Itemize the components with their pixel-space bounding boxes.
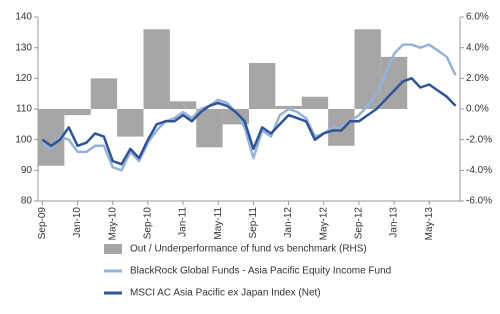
line (41, 43, 457, 172)
bar (301, 96, 329, 109)
x-tick-label: Sep-12 (354, 207, 365, 240)
legend-swatch (104, 244, 122, 254)
bar (117, 109, 144, 137)
bar (354, 29, 381, 110)
y2-tick-label: -2.0% (466, 134, 492, 145)
line (41, 77, 457, 166)
y2-tick-label: 6.0% (466, 12, 489, 23)
y2-tick-label: -4.0% (466, 165, 492, 176)
x-tick-label: May-10 (107, 207, 118, 241)
bar (64, 109, 91, 116)
x-tick-label: May-11 (213, 207, 224, 240)
x-tick-label: Jan-11 (178, 207, 189, 237)
bar (275, 105, 302, 109)
x-tick-label: May-13 (424, 207, 435, 241)
x-tick-label: May-12 (318, 207, 329, 241)
y-tick-label: 120 (15, 73, 32, 84)
x-tick-label: Jan-13 (389, 207, 400, 238)
x-tick-label: Jan-10 (72, 207, 83, 238)
x-tick-label: Sep-10 (143, 207, 154, 240)
y2-tick-label: 0.0% (466, 104, 489, 115)
x-tick-label: Jan-12 (283, 207, 294, 238)
y-tick-label: 130 (15, 42, 32, 53)
y-tick-label: 110 (16, 104, 32, 115)
y2-tick-label: -6.0% (466, 196, 492, 207)
bar (143, 29, 170, 110)
y-tick-label: 80 (21, 196, 33, 207)
y2-tick-label: 2.0% (466, 73, 489, 84)
y-tick-label: 100 (15, 134, 32, 145)
x-tick-label: Sep-11 (248, 207, 259, 239)
y2-tick-label: 4.0% (466, 42, 489, 53)
y-tick-label: 90 (21, 165, 33, 176)
bar (196, 109, 223, 148)
x-tick-label: Sep-09 (37, 207, 48, 240)
y-tick-label: 140 (15, 12, 32, 23)
legend-label: Out / Underperformance of fund vs benchm… (130, 244, 367, 255)
legend-label: BlackRock Global Funds - Asia Pacific Eq… (130, 266, 391, 277)
legend-label: MSCI AC Asia Pacific ex Japan Index (Net… (130, 288, 321, 299)
bar (90, 78, 118, 109)
bar (169, 101, 197, 109)
bar (249, 63, 276, 109)
